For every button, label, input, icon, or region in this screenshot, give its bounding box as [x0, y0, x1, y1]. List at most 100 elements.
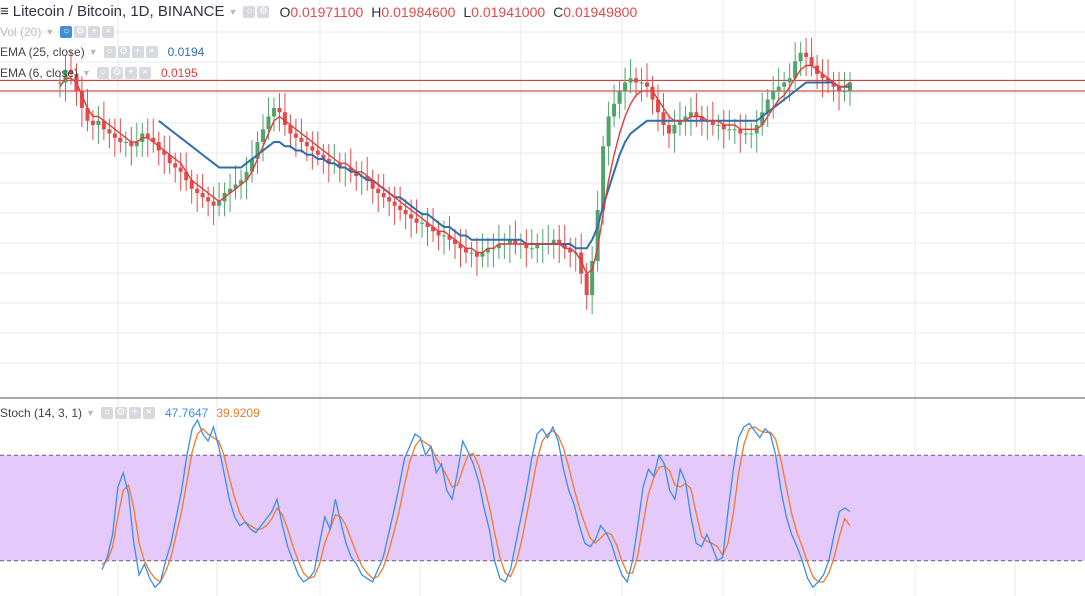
candle [299, 118, 304, 153]
candle [480, 233, 485, 268]
symbol-label[interactable]: Litecoin / Bitcoin, 1D, BINANCE [12, 3, 225, 20]
stoch-k-line [101, 418, 851, 589]
stoch-lines [101, 418, 851, 589]
ema6-line [59, 64, 851, 275]
candle [90, 110, 95, 140]
stoch-band [0, 455, 1085, 561]
candle [716, 114, 721, 140]
candle [403, 199, 408, 230]
ema6-value: 0.0195 [160, 66, 198, 80]
candle [173, 152, 178, 183]
settings-icon[interactable]: ⚙ [114, 407, 127, 419]
ohlc-low-key: L [463, 3, 472, 20]
ema6-caret-icon[interactable]: ▼ [82, 68, 91, 78]
ema25-value: 0.0194 [167, 45, 205, 59]
candle [134, 122, 139, 157]
candle [639, 67, 644, 102]
ema6-legend: EMA (6, close) ▼ ○ ⚙ + × 0.0195 [0, 66, 198, 80]
candle [96, 105, 101, 145]
candle [562, 224, 567, 259]
candle [809, 37, 814, 77]
candle [233, 165, 238, 200]
settings-icon[interactable]: ⚙ [74, 26, 87, 38]
close-icon[interactable]: × [138, 67, 151, 79]
candle [579, 233, 584, 285]
stoch-d-value: 39.9209 [216, 406, 260, 420]
add-icon[interactable]: + [124, 67, 137, 79]
eye-icon[interactable]: ○ [100, 407, 113, 419]
ohlc-high-key: H [371, 3, 382, 20]
candle [447, 216, 452, 251]
vol-caret-icon[interactable]: ▼ [45, 27, 55, 37]
candle [436, 220, 441, 251]
settings-icon[interactable]: ⚙ [257, 5, 270, 18]
candle [370, 169, 375, 204]
candle [453, 229, 457, 259]
candle [178, 152, 183, 191]
candle [381, 173, 386, 208]
candle [398, 186, 403, 221]
candle [348, 148, 353, 183]
candle [677, 101, 682, 136]
add-icon[interactable]: + [131, 46, 144, 58]
candle [776, 67, 781, 102]
candle [112, 118, 117, 157]
ohlc-open-key: O [279, 3, 291, 20]
candle [420, 212, 425, 238]
candle [271, 97, 276, 132]
settings-icon[interactable]: ⚙ [110, 67, 123, 79]
ema25-caret-icon[interactable]: ▼ [88, 47, 98, 57]
ema6-label[interactable]: EMA (6, close) [0, 66, 79, 80]
ema25-label[interactable]: EMA (25, close) [0, 45, 85, 59]
candle [162, 135, 167, 174]
ohlc-low-value: 0.01941000 [471, 3, 546, 20]
candle [58, 71, 62, 98]
add-icon[interactable]: + [128, 407, 141, 419]
eye-icon[interactable]: ○ [60, 26, 73, 38]
candle [107, 118, 112, 149]
candle [123, 131, 128, 157]
candle [546, 224, 551, 255]
candle [623, 67, 628, 111]
candle [732, 118, 737, 145]
stoch-d-line [101, 426, 851, 583]
chart-menu-icon[interactable]: ≡ [0, 3, 9, 20]
candle [540, 229, 545, 264]
candle [782, 71, 787, 102]
candle [628, 59, 633, 94]
candle [848, 71, 852, 106]
ema25-legend: EMA (25, close) ▼ ○ ⚙ + × 0.0194 [0, 45, 204, 59]
stoch-label[interactable]: Stoch (14, 3, 1) [0, 406, 83, 420]
candle [524, 229, 529, 268]
candle [310, 131, 315, 170]
close-icon[interactable]: × [145, 46, 158, 58]
symbol-caret-icon[interactable]: ▼ [228, 6, 238, 17]
close-icon[interactable]: × [102, 26, 115, 38]
candle [595, 190, 600, 272]
eye-icon[interactable]: ○ [103, 46, 116, 58]
candle [749, 122, 754, 149]
stoch-k-value: 47.7647 [164, 406, 209, 420]
settings-icon[interactable]: ⚙ [117, 46, 130, 58]
candle [474, 237, 479, 276]
ema25-line [158, 81, 850, 250]
stoch-caret-icon[interactable]: ▼ [86, 408, 95, 418]
eye-icon[interactable]: ○ [96, 67, 109, 79]
candle [518, 233, 523, 259]
candle [211, 186, 216, 225]
vol-label[interactable]: Vol (20) [0, 25, 42, 39]
candle [282, 93, 287, 136]
candle [771, 76, 776, 119]
close-icon[interactable]: × [142, 407, 155, 419]
candle [250, 139, 255, 183]
vol-legend: Vol (20) ▼ ○ ⚙ + × [0, 25, 116, 39]
candle [645, 63, 650, 98]
candle [694, 93, 699, 128]
add-icon[interactable]: + [88, 26, 101, 38]
candle [584, 263, 589, 310]
candle [837, 71, 842, 111]
ema-lines [59, 64, 851, 275]
eye-icon[interactable]: ○ [243, 5, 256, 18]
candle [826, 59, 831, 94]
